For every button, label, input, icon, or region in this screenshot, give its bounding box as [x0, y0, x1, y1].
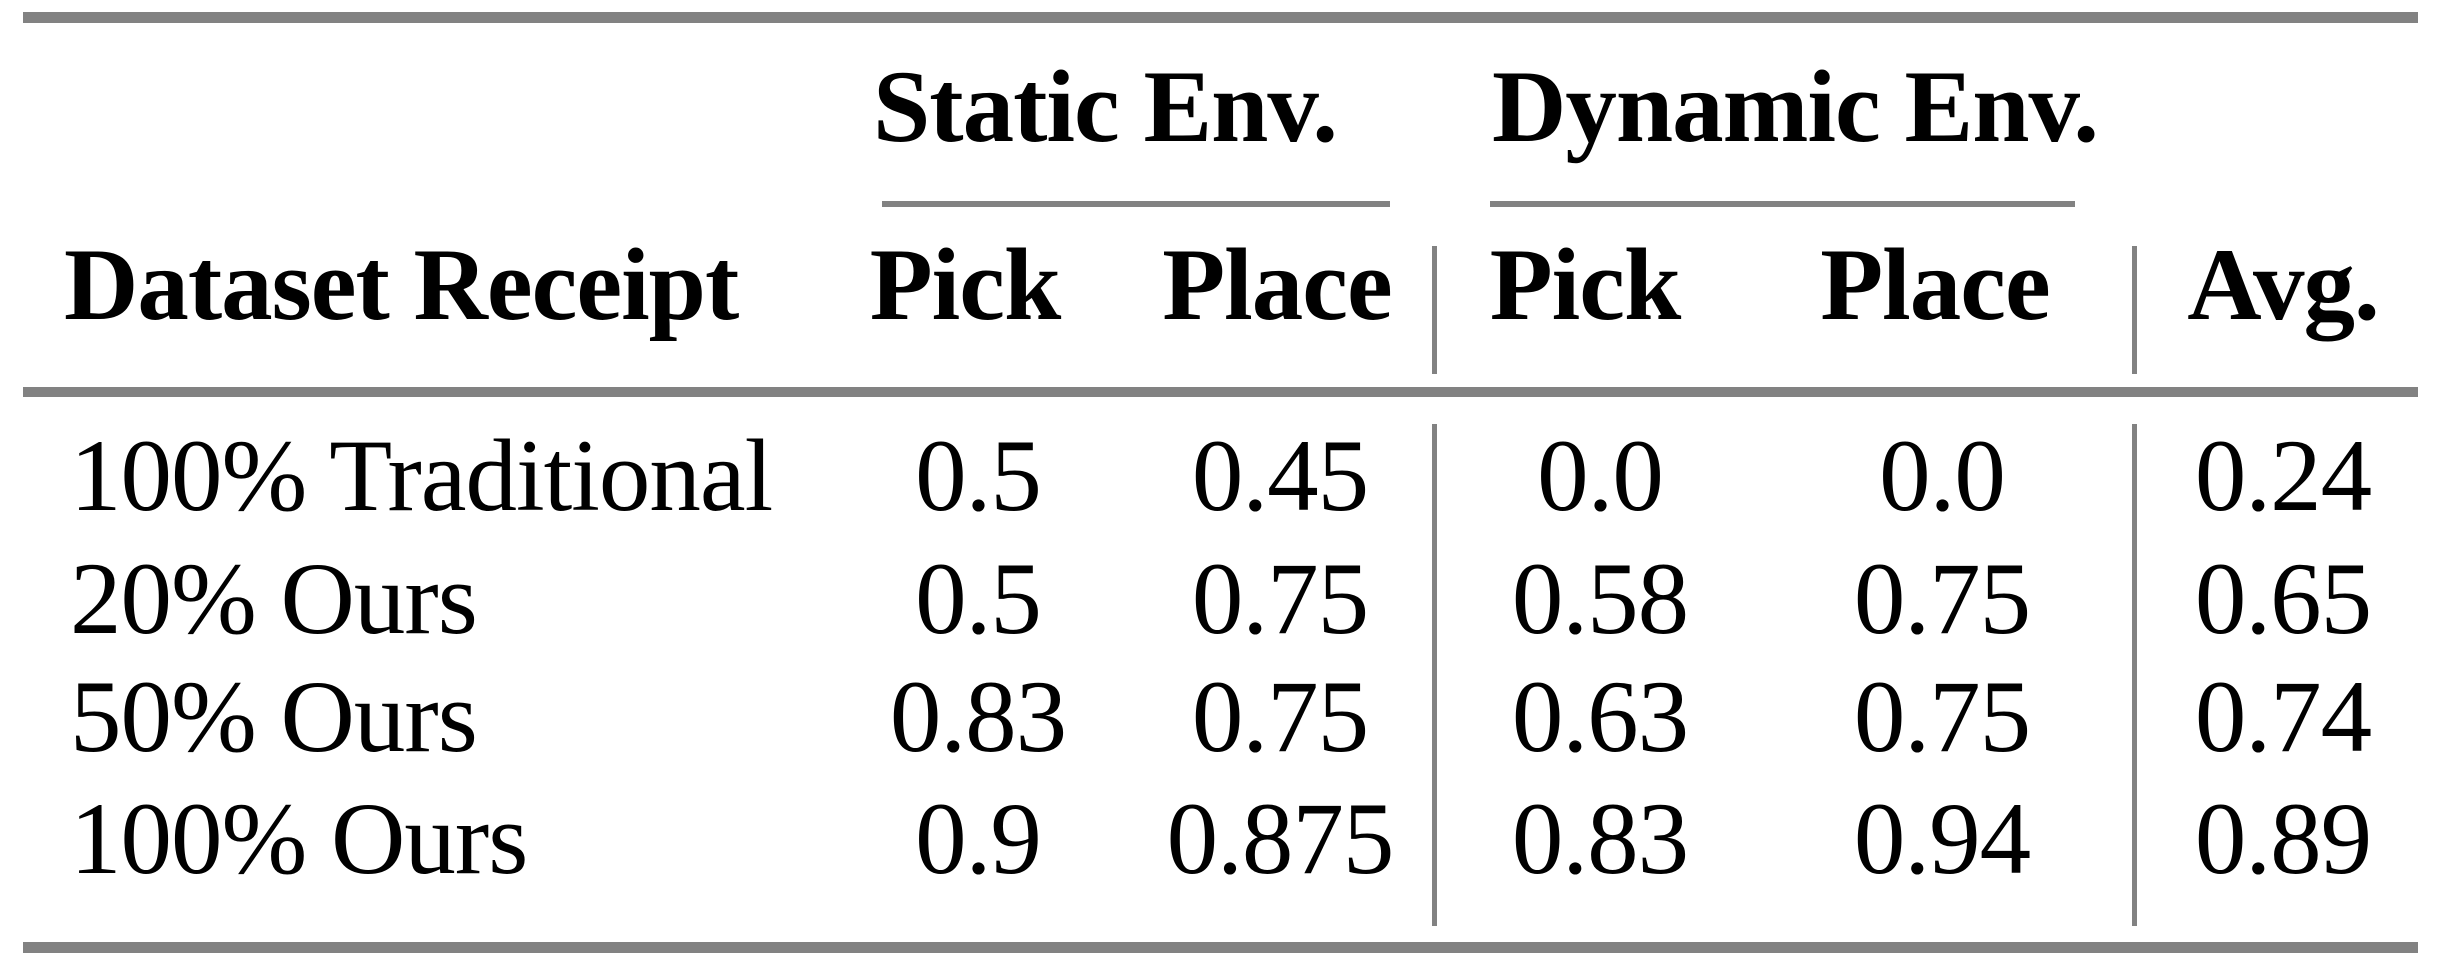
cell-dynamic-pick: 0.0: [1537, 419, 1664, 533]
cell-static-place: 0.45: [1191, 419, 1369, 533]
table-header-rule: [23, 387, 2418, 397]
cell-avg: 0.74: [2194, 660, 2372, 774]
cell-avg: 0.65: [2194, 542, 2372, 656]
column-header-dynamic-pick: Pick: [1489, 228, 1682, 342]
cell-dynamic-place: 0.75: [1853, 542, 2031, 656]
cell-static-pick: 0.5: [915, 542, 1042, 656]
cell-dynamic-pick: 0.83: [1511, 782, 1689, 896]
column-header-static-pick: Pick: [869, 228, 1062, 342]
cell-avg: 0.24: [2194, 419, 2372, 533]
cell-static-place: 0.875: [1166, 782, 1395, 896]
cell-dynamic-place: 0.75: [1853, 660, 2031, 774]
cell-static-pick: 0.9: [915, 782, 1042, 896]
cell-static-pick: 0.5: [915, 419, 1042, 533]
column-header-dataset-receipt: Dataset Receipt: [64, 228, 739, 342]
cell-dynamic-pick: 0.63: [1511, 660, 1689, 774]
cell-static-place: 0.75: [1191, 660, 1369, 774]
dynamic-env-cmidrule: [1490, 201, 2075, 207]
cell-dynamic-pick: 0.58: [1511, 542, 1689, 656]
cell-avg: 0.89: [2194, 782, 2372, 896]
table-bottom-rule: [23, 942, 2418, 953]
cell-static-place: 0.75: [1191, 542, 1369, 656]
vertical-separator-static-dynamic-header: [1432, 246, 1437, 374]
vertical-separator-avg-header: [2132, 246, 2137, 374]
row-label: 50% Ours: [70, 660, 478, 774]
group-header-dynamic-env: Dynamic Env.: [1491, 50, 2099, 164]
row-label: 100% Traditional: [70, 419, 773, 533]
static-env-cmidrule: [882, 201, 1390, 207]
cell-dynamic-place: 0.0: [1879, 419, 2006, 533]
table-top-rule: [23, 12, 2418, 23]
group-header-static-env: Static Env.: [872, 50, 1338, 164]
cell-static-pick: 0.83: [889, 660, 1067, 774]
row-label: 100% Ours: [70, 782, 528, 896]
column-header-dynamic-place: Place: [1820, 228, 2050, 342]
column-header-avg: Avg.: [2187, 228, 2379, 342]
row-label: 20% Ours: [70, 542, 478, 656]
vertical-separator-static-dynamic-body: [1432, 424, 1437, 926]
column-header-static-place: Place: [1162, 228, 1392, 342]
vertical-separator-avg-body: [2132, 424, 2137, 926]
cell-dynamic-place: 0.94: [1853, 782, 2031, 896]
